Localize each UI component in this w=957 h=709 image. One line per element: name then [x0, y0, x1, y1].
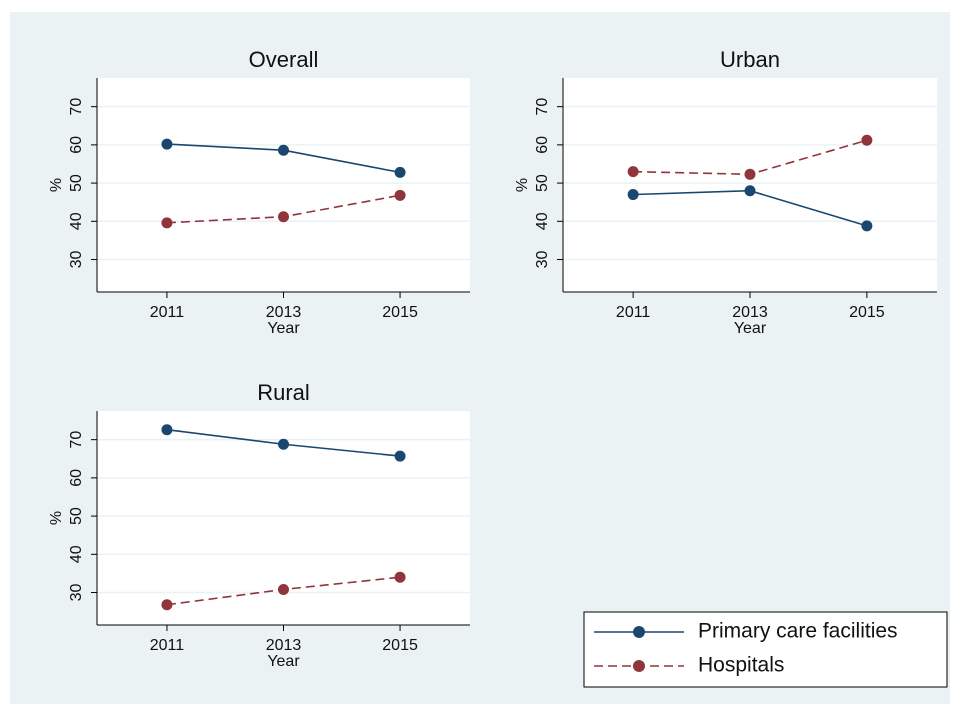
- y-tick-label: 40: [534, 212, 551, 230]
- data-point: [161, 217, 173, 229]
- x-tick-label: 2011: [150, 304, 185, 321]
- y-tick-label: 70: [534, 98, 551, 116]
- x-axis-label: Year: [267, 653, 300, 670]
- y-tick-label: 40: [68, 212, 85, 230]
- data-point: [861, 134, 873, 146]
- y-tick-label: 60: [534, 136, 551, 154]
- plot-area: [97, 78, 470, 292]
- chart-title: Rural: [257, 380, 310, 405]
- data-point: [394, 189, 406, 201]
- y-tick-label: 70: [68, 431, 85, 449]
- y-tick-label: 30: [68, 251, 85, 269]
- legend-label: Primary care facilities: [698, 620, 898, 643]
- data-point: [627, 166, 639, 178]
- y-axis-label: %: [48, 511, 65, 525]
- x-tick-label: 2015: [382, 304, 418, 321]
- x-tick-label: 2011: [616, 304, 651, 321]
- legend-marker: [633, 660, 645, 672]
- y-tick-label: 40: [68, 545, 85, 563]
- y-tick-label: 60: [68, 469, 85, 487]
- data-point: [394, 450, 406, 462]
- data-point: [744, 168, 756, 180]
- data-point: [161, 138, 173, 150]
- data-point: [627, 189, 639, 201]
- legend-marker: [633, 626, 645, 638]
- y-tick-label: 30: [534, 251, 551, 269]
- chart-title: Urban: [720, 47, 780, 72]
- legend-box: [583, 611, 948, 688]
- data-point: [861, 220, 873, 232]
- x-tick-label: 2013: [266, 304, 302, 321]
- data-point: [278, 583, 289, 595]
- y-tick-label: 50: [68, 507, 85, 525]
- data-point: [394, 166, 406, 178]
- x-tick-label: 2015: [382, 637, 418, 654]
- y-tick-label: 70: [68, 98, 85, 116]
- y-tick-label: 30: [68, 584, 85, 602]
- plot-area: [563, 78, 937, 292]
- data-point: [278, 211, 289, 223]
- data-point: [394, 571, 406, 583]
- y-axis-label: %: [48, 178, 65, 192]
- data-point: [161, 599, 173, 611]
- data-point: [278, 144, 289, 156]
- y-tick-label: 60: [68, 136, 85, 154]
- data-point: [744, 185, 756, 197]
- x-axis-label: Year: [267, 320, 300, 337]
- data-point: [161, 424, 173, 436]
- x-tick-label: 2015: [849, 304, 885, 321]
- y-tick-label: 50: [534, 174, 551, 192]
- legend-label: Hospitals: [698, 654, 784, 677]
- y-axis-label: %: [514, 178, 531, 192]
- x-axis-label: Year: [734, 320, 767, 337]
- x-tick-label: 2013: [266, 637, 302, 654]
- x-tick-label: 2011: [150, 637, 185, 654]
- x-tick-label: 2013: [732, 304, 768, 321]
- y-tick-label: 50: [68, 174, 85, 192]
- data-point: [278, 438, 289, 450]
- chart-title: Overall: [249, 47, 319, 72]
